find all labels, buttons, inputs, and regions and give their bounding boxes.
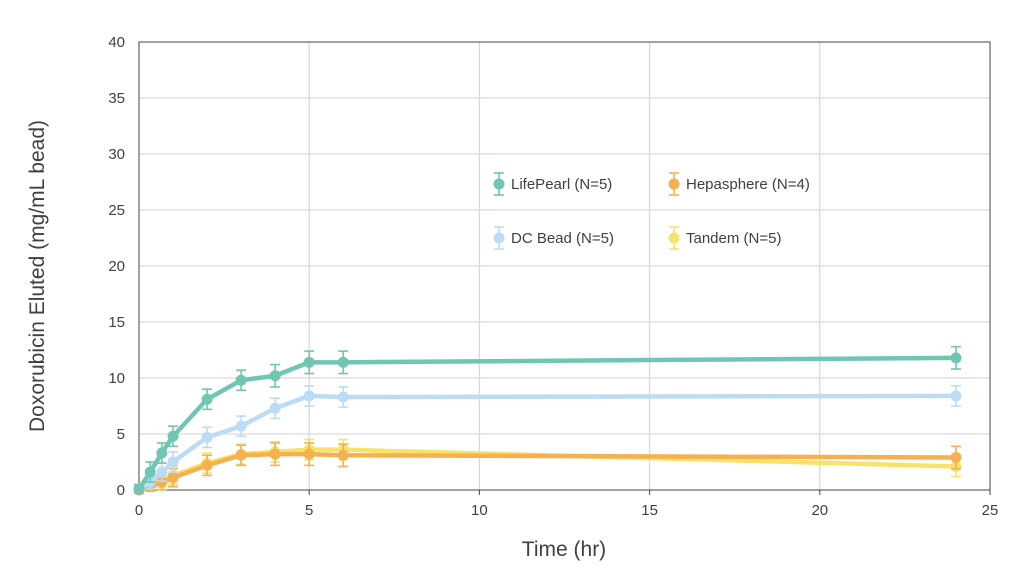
series-tandem bbox=[133, 438, 962, 496]
series-line-dc bbox=[136, 393, 959, 492]
y-tick-label: 10 bbox=[108, 370, 125, 387]
legend-label: Hepasphere (N=4) bbox=[686, 176, 810, 193]
x-tick-label: 20 bbox=[811, 502, 828, 519]
data-point bbox=[167, 430, 179, 442]
legend-item-dc: DC Bead (N=5) bbox=[493, 226, 614, 250]
x-tick-label: 10 bbox=[471, 502, 488, 519]
series-line-hepasphere bbox=[136, 451, 959, 493]
data-point bbox=[235, 374, 247, 386]
series-dc bbox=[133, 385, 962, 495]
data-point bbox=[201, 459, 213, 471]
x-tick-label: 15 bbox=[641, 502, 658, 519]
legend-marker bbox=[493, 232, 505, 244]
data-point bbox=[201, 393, 213, 405]
data-point bbox=[950, 352, 962, 364]
x-axis-ticks: 0 5 10 15 20 25 bbox=[135, 490, 999, 519]
series-line-lifepearl bbox=[136, 355, 959, 492]
legend-label: Tandem (N=5) bbox=[686, 230, 781, 247]
x-tick-label: 0 bbox=[135, 502, 143, 519]
legend-marker bbox=[668, 232, 680, 244]
legend-item-tandem: Tandem (N=5) bbox=[668, 226, 781, 250]
data-point bbox=[156, 447, 168, 459]
data-point bbox=[133, 483, 145, 495]
legend-label: LifePearl (N=5) bbox=[511, 176, 612, 193]
y-tick-label: 15 bbox=[108, 314, 125, 331]
legend-label: DC Bead (N=5) bbox=[511, 230, 614, 247]
data-point bbox=[235, 420, 247, 432]
data-point bbox=[269, 448, 281, 460]
x-axis-title: Time (hr) bbox=[522, 538, 606, 561]
x-tick-label: 5 bbox=[305, 502, 313, 519]
x-tick-label: 25 bbox=[982, 502, 999, 519]
y-axis-title: Doxorubicin Eluted (mg/mL bead) bbox=[26, 120, 49, 432]
data-point bbox=[303, 356, 315, 368]
y-axis-ticks: 0 5 10 15 20 25 30 35 40 bbox=[108, 34, 125, 499]
legend: LifePearl (N=5) Hepasphere (N=4) DC Bead (… bbox=[493, 172, 810, 250]
data-point bbox=[167, 472, 179, 484]
data-point bbox=[144, 466, 156, 478]
data-point bbox=[269, 370, 281, 382]
legend-item-lifepearl: LifePearl (N=5) bbox=[493, 172, 612, 196]
data-point bbox=[156, 476, 168, 488]
series-layer bbox=[133, 345, 962, 496]
y-tick-label: 35 bbox=[108, 90, 125, 107]
legend-marker bbox=[668, 178, 680, 190]
y-tick-label: 0 bbox=[117, 482, 125, 499]
y-tick-label: 25 bbox=[108, 202, 125, 219]
data-point bbox=[950, 452, 962, 464]
legend-marker bbox=[493, 178, 505, 190]
legend-item-hepasphere: Hepasphere (N=4) bbox=[668, 172, 810, 196]
data-point bbox=[269, 402, 281, 414]
data-point bbox=[156, 466, 168, 478]
data-point bbox=[201, 431, 213, 443]
data-point bbox=[303, 390, 315, 402]
plot-frame bbox=[138, 41, 991, 491]
y-tick-label: 40 bbox=[108, 34, 125, 51]
y-tick-label: 20 bbox=[108, 258, 125, 275]
y-tick-label: 5 bbox=[117, 426, 125, 443]
data-point bbox=[337, 391, 349, 403]
data-point bbox=[235, 449, 247, 461]
data-point bbox=[337, 356, 349, 368]
gridlines bbox=[139, 42, 990, 490]
data-point bbox=[303, 448, 315, 460]
series-lifepearl bbox=[133, 345, 962, 495]
data-point bbox=[950, 390, 962, 402]
data-point bbox=[337, 449, 349, 461]
y-tick-label: 30 bbox=[108, 146, 125, 163]
data-point bbox=[167, 456, 179, 468]
